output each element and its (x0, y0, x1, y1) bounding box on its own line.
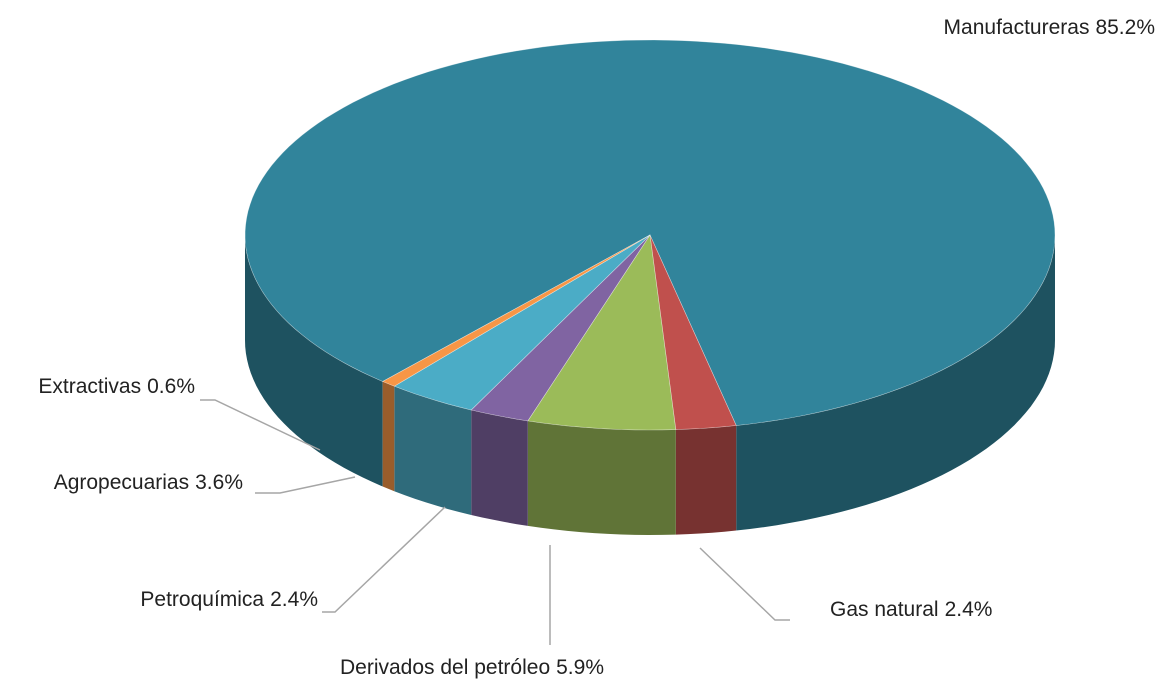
leader-line (699, 547, 790, 621)
data-label: Gas natural 2.4% (830, 598, 992, 621)
label-value: 0.6% (147, 375, 195, 398)
leader-line (255, 476, 356, 494)
label-category: Extractivas (38, 375, 141, 398)
label-value: 85.2% (1095, 16, 1155, 39)
slice (244, 39, 1056, 426)
label-category: Gas natural (830, 598, 939, 621)
leader-line (200, 399, 321, 451)
slice-side (394, 386, 472, 515)
slice-side (736, 235, 1055, 531)
slice-side (471, 410, 528, 526)
label-category: Derivados del petróleo (340, 656, 550, 679)
data-label: Agropecuarias 3.6% (54, 471, 243, 494)
label-value: 2.4% (270, 588, 318, 611)
slice-side (675, 425, 737, 535)
slice-side (245, 235, 383, 487)
slice (470, 234, 651, 422)
data-label: Petroquímica 2.4% (140, 588, 318, 611)
slice (382, 234, 651, 387)
data-label: Derivados del petróleo 5.9% (340, 656, 604, 679)
slice (649, 234, 737, 430)
label-category: Manufactureras (944, 16, 1090, 39)
leader-line (322, 506, 446, 613)
label-value: 5.9% (556, 656, 604, 679)
slice (527, 234, 677, 431)
label-category: Petroquímica (140, 588, 264, 611)
label-category: Agropecuarias (54, 471, 189, 494)
slice-side (527, 420, 676, 535)
label-value: 2.4% (945, 598, 993, 621)
label-value: 3.6% (195, 471, 243, 494)
data-label: Manufactureras 85.2% (944, 16, 1155, 39)
slice (393, 234, 651, 411)
slice-side (382, 381, 395, 492)
data-label: Extractivas 0.6% (38, 375, 195, 398)
